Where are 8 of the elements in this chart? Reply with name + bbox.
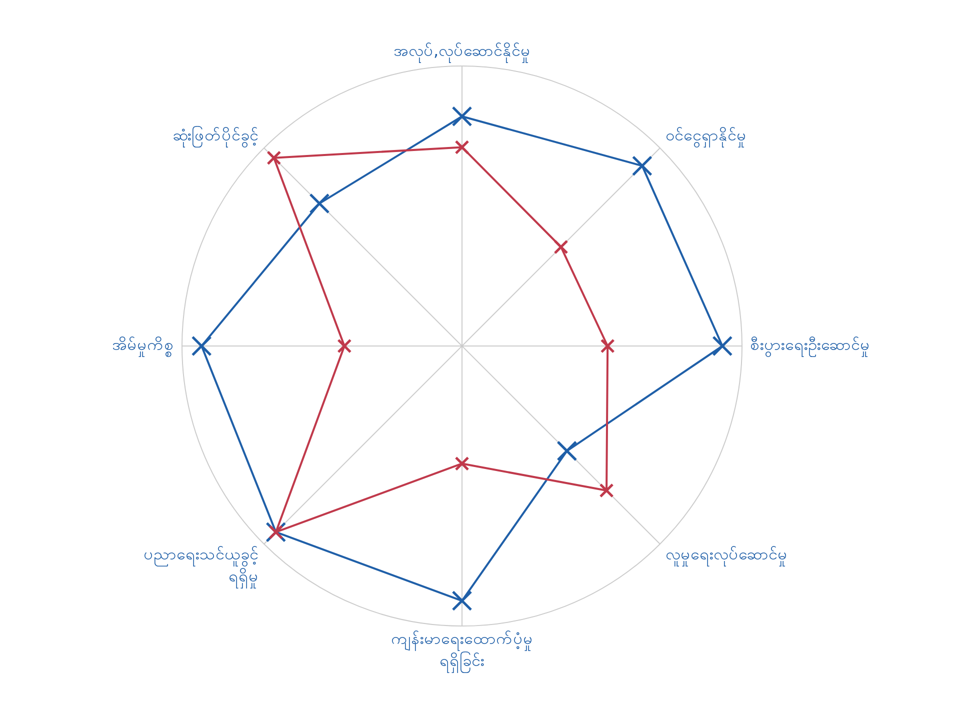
spoke-label: လူမှုရေးလုပ်ဆောင်မှု (666, 545, 788, 568)
spoke-label: အိမ်မှုကိစ္စ (112, 335, 174, 358)
spoke-label: အလုပ်,လုပ်ဆောင်နိုင်မှု (393, 41, 531, 64)
spoke-label: စီးပွားရေးဦးဆောင်မှု (750, 335, 870, 358)
spoke-label: ကျန်းမာရေးထောက်ပံ့မှု ရရှိခြင်း (391, 629, 533, 674)
spoke-label: ဝင်ငွေရှာနိုင်မှု (666, 126, 747, 148)
spoke-label: ဆုံးဖြတ်ပိုင်ခွင့် (172, 126, 258, 148)
spoke-label: ပညာရေးသင်ယူခွင့် ရရှိမှု (143, 545, 258, 590)
